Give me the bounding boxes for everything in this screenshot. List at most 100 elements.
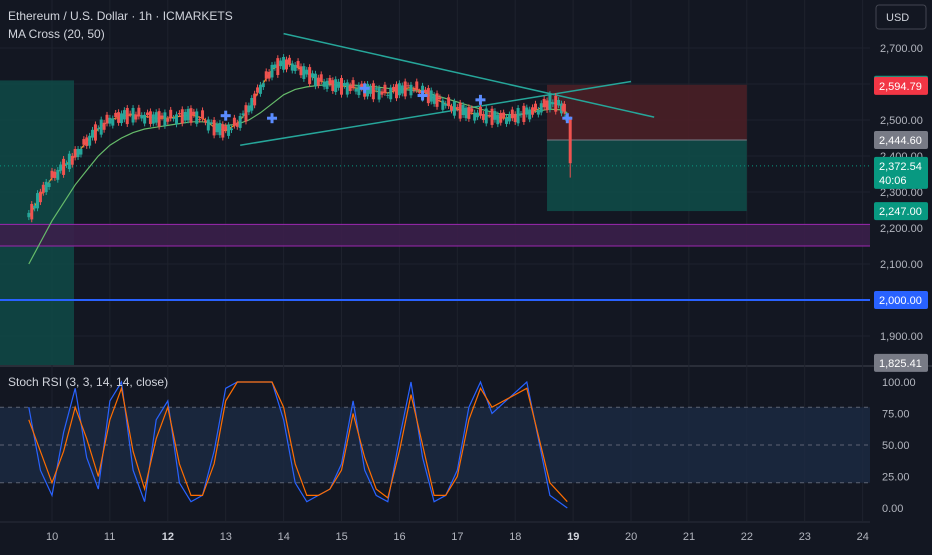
candle-body bbox=[244, 105, 248, 122]
stoch-tick-label: 100.00 bbox=[882, 377, 916, 389]
candle-body bbox=[533, 103, 537, 110]
candle-body bbox=[235, 122, 239, 127]
candle-body bbox=[27, 212, 31, 218]
candle-body bbox=[70, 155, 74, 165]
candle-body bbox=[218, 122, 222, 136]
price-tick-label: 1,900.00 bbox=[880, 331, 923, 343]
candle-body bbox=[545, 100, 549, 111]
candle-body bbox=[241, 113, 245, 116]
price-series bbox=[27, 54, 573, 265]
time-tick-label: 16 bbox=[393, 531, 405, 543]
candle-body bbox=[455, 107, 459, 109]
candle-body bbox=[496, 114, 500, 125]
candle-body bbox=[340, 78, 343, 95]
candle-body bbox=[368, 86, 372, 94]
candle-body bbox=[519, 113, 523, 115]
candle-body bbox=[282, 56, 286, 70]
candle-body bbox=[293, 64, 297, 71]
candle-body bbox=[192, 111, 196, 115]
candle-body bbox=[395, 84, 399, 99]
candle-body bbox=[105, 114, 109, 124]
stop-loss-zone bbox=[547, 84, 747, 140]
candle-body bbox=[183, 111, 187, 121]
candle-body bbox=[215, 124, 219, 133]
candle-body bbox=[548, 94, 552, 110]
candle-body bbox=[44, 181, 48, 193]
candle-body bbox=[62, 158, 66, 175]
candle-body bbox=[270, 64, 274, 78]
candle-body bbox=[151, 114, 155, 124]
price-tag bbox=[874, 353, 928, 372]
candle-body bbox=[473, 112, 477, 121]
candle-body bbox=[195, 111, 199, 124]
candle-body bbox=[59, 164, 63, 171]
candle-body bbox=[267, 71, 271, 79]
candle-body bbox=[261, 83, 265, 88]
candle-body bbox=[403, 81, 407, 97]
candle-body bbox=[174, 114, 178, 125]
candle-body bbox=[229, 128, 233, 131]
currency-label: USD bbox=[886, 12, 909, 24]
candle-body bbox=[299, 66, 303, 76]
candle-body bbox=[117, 112, 121, 123]
price-tag-label: 2,000.00 bbox=[879, 295, 922, 307]
candle-body bbox=[102, 122, 106, 130]
candle-body bbox=[41, 184, 45, 193]
candle-body bbox=[568, 118, 572, 164]
candle-body bbox=[67, 153, 71, 170]
candle-body bbox=[386, 94, 390, 96]
chart-title: Ethereum / U.S. Dollar · 1h · ICMARKETS bbox=[8, 9, 233, 23]
candle-body bbox=[429, 90, 433, 102]
candle-body bbox=[487, 114, 491, 116]
candle-body bbox=[91, 129, 95, 138]
candle-body bbox=[160, 115, 164, 118]
candle-body bbox=[345, 82, 349, 95]
candle-body bbox=[450, 106, 454, 111]
candle-body bbox=[250, 98, 254, 111]
currency-button[interactable] bbox=[875, 4, 927, 30]
candle-body bbox=[334, 79, 338, 93]
candle-body bbox=[224, 126, 228, 131]
price-tick-label: 2,100.00 bbox=[880, 259, 923, 271]
candle-body bbox=[148, 111, 152, 124]
candle-body bbox=[258, 84, 262, 94]
candle-body bbox=[96, 128, 100, 130]
candle-body bbox=[490, 108, 494, 125]
stoch-d-line bbox=[28, 381, 568, 503]
candle-body bbox=[137, 107, 141, 117]
candle-body bbox=[284, 59, 288, 70]
candle-body bbox=[328, 77, 332, 84]
time-tick-label: 23 bbox=[799, 531, 811, 543]
candle-body bbox=[562, 103, 566, 112]
stoch-tick-label: 25.00 bbox=[882, 472, 910, 484]
candle-body bbox=[189, 108, 193, 123]
candle-body bbox=[551, 102, 555, 105]
candle-body bbox=[539, 103, 543, 113]
stoch-label: Stoch RSI (3, 3, 14, 14, close) bbox=[8, 375, 168, 389]
candle-body bbox=[247, 105, 251, 113]
candle-body bbox=[525, 107, 529, 115]
price-tag-countdown: 40:06 bbox=[879, 175, 907, 187]
candle-body bbox=[38, 191, 42, 203]
price-tag bbox=[874, 156, 928, 189]
candle-body bbox=[186, 108, 190, 121]
candle-body bbox=[154, 112, 158, 123]
time-tick-label: 18 bbox=[509, 531, 521, 543]
candle-body bbox=[163, 112, 167, 126]
candle-body bbox=[484, 108, 488, 124]
left-position-zone bbox=[0, 80, 74, 366]
candle-body bbox=[302, 66, 306, 79]
candle-body bbox=[198, 119, 202, 121]
candle-body bbox=[392, 86, 396, 91]
candle-body bbox=[415, 81, 419, 91]
ma50-line bbox=[28, 84, 568, 265]
candle-body bbox=[253, 93, 257, 106]
candle-body bbox=[143, 114, 147, 124]
candle-body bbox=[557, 100, 561, 106]
candle-body bbox=[287, 57, 291, 64]
candle-body bbox=[290, 63, 294, 71]
time-tick-label: 14 bbox=[278, 531, 290, 543]
time-tick-label: 22 bbox=[741, 531, 753, 543]
